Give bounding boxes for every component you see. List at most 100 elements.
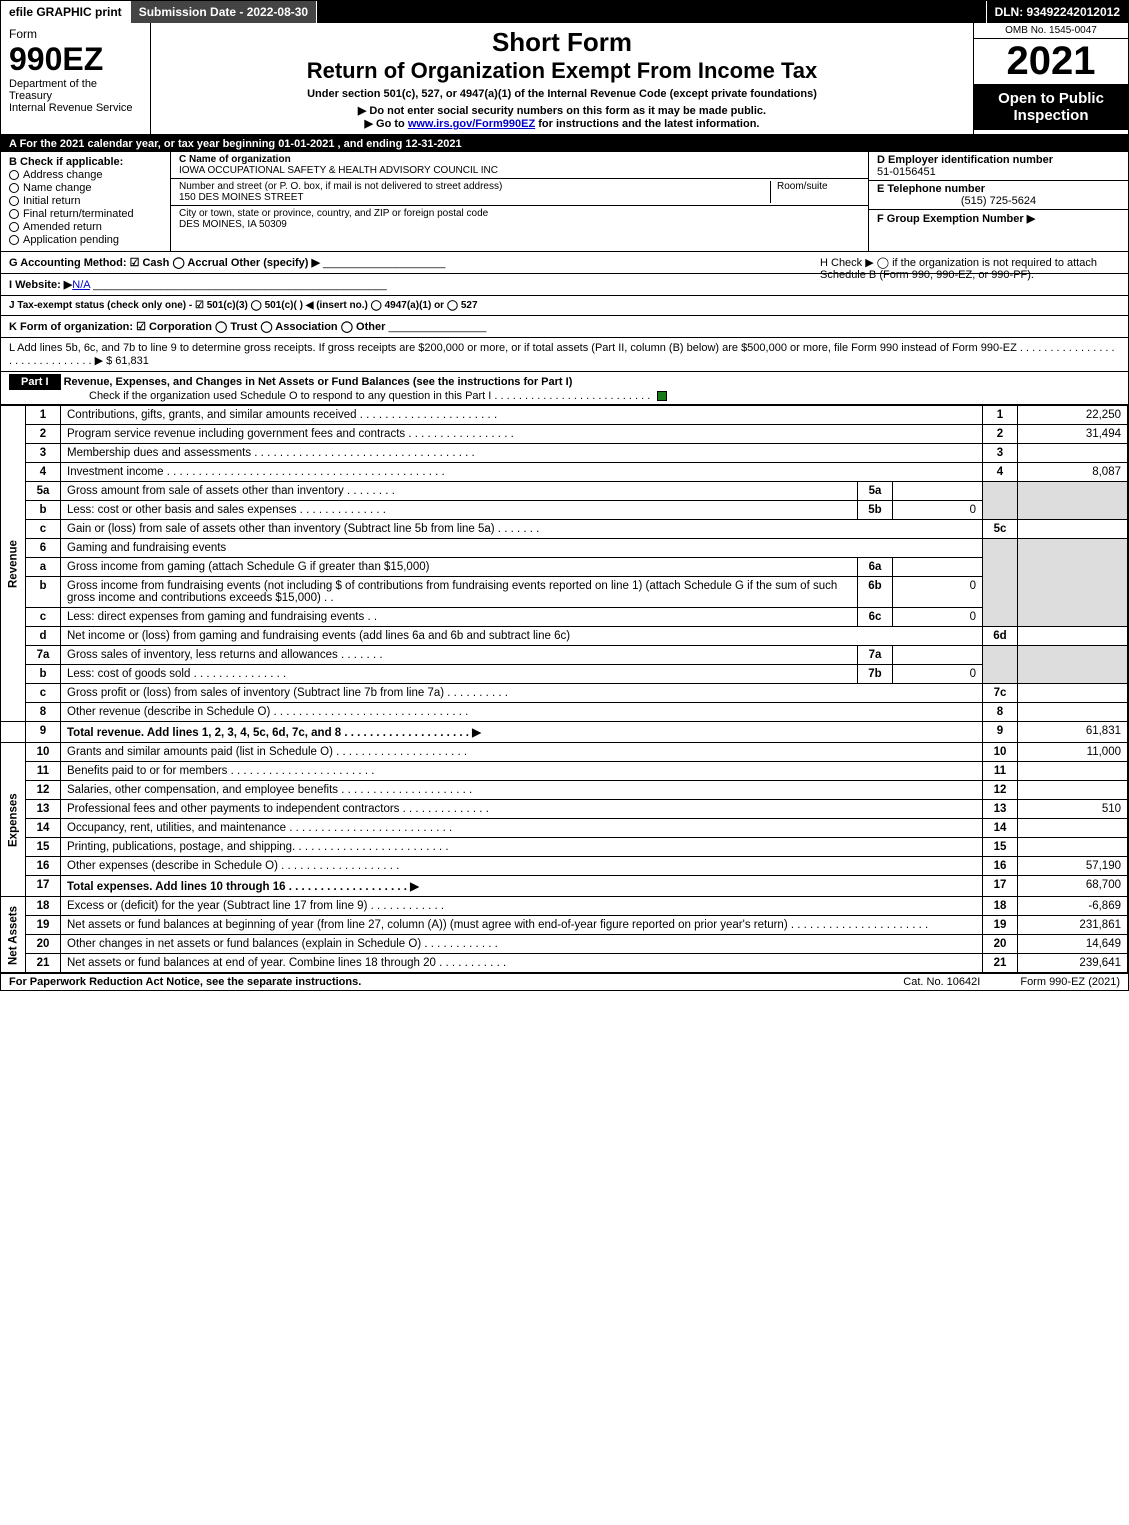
line-5c-num: c: [26, 520, 61, 539]
short-form-title: Short Form: [159, 27, 965, 58]
line-21-desc: Net assets or fund balances at end of ye…: [61, 954, 983, 973]
line-8-desc: Other revenue (describe in Schedule O) .…: [61, 703, 983, 722]
line-4-rn: 4: [983, 463, 1018, 482]
line-21-rn: 21: [983, 954, 1018, 973]
line-7a-in: 7a: [858, 646, 893, 665]
cb-address-change: Address change: [9, 169, 162, 181]
line-7a-iv: [893, 646, 983, 665]
line-15-desc: Printing, publications, postage, and shi…: [61, 838, 983, 857]
line-6d-num: d: [26, 627, 61, 646]
irs-link[interactable]: www.irs.gov/Form990EZ: [408, 118, 535, 130]
line-5b-desc: Less: cost or other basis and sales expe…: [61, 501, 858, 520]
line-6c-desc: Less: direct expenses from gaming and fu…: [61, 608, 858, 627]
line-5c-desc: Gain or (loss) from sale of assets other…: [61, 520, 983, 539]
line-6d-desc: Net income or (loss) from gaming and fun…: [61, 627, 983, 646]
line-18-rn: 18: [983, 897, 1018, 916]
line-6b-desc: Gross income from fundraising events (no…: [61, 577, 858, 608]
line-12-desc: Salaries, other compensation, and employ…: [61, 781, 983, 800]
line-5b-iv: 0: [893, 501, 983, 520]
line-15-num: 15: [26, 838, 61, 857]
website-link[interactable]: N/A: [72, 279, 90, 291]
line-9-rn: 9: [983, 722, 1018, 743]
lines-table: Revenue 1 Contributions, gifts, grants, …: [1, 405, 1128, 973]
line-7-gray: [983, 646, 1018, 684]
line-8-val: [1018, 703, 1128, 722]
ein-label: D Employer identification number: [877, 154, 1053, 166]
line-3-num: 3: [26, 444, 61, 463]
line-6c-iv: 0: [893, 608, 983, 627]
line-4-num: 4: [26, 463, 61, 482]
open-public: Open to Public Inspection: [974, 84, 1128, 130]
line-6b-in: 6b: [858, 577, 893, 608]
line-7a-desc: Gross sales of inventory, less returns a…: [61, 646, 858, 665]
line-6c-in: 6c: [858, 608, 893, 627]
line-6b-iv: 0: [893, 577, 983, 608]
line-13-rn: 13: [983, 800, 1018, 819]
goto-instructions: ▶ Go to www.irs.gov/Form990EZ for instru…: [159, 117, 965, 130]
line-7b-desc: Less: cost of goods sold . . . . . . . .…: [61, 665, 858, 684]
line-10-rn: 10: [983, 743, 1018, 762]
line-6-gray: [983, 539, 1018, 627]
line-17-val: 68,700: [1018, 876, 1128, 897]
line-5ab-gray-val: [1018, 482, 1128, 520]
line-7b-in: 7b: [858, 665, 893, 684]
line-13-val: 510: [1018, 800, 1128, 819]
efile-label: efile GRAPHIC print: [1, 1, 131, 23]
line-17-desc: Total expenses. Add lines 10 through 16 …: [61, 876, 983, 897]
line-9-desc: Total revenue. Add lines 1, 2, 3, 4, 5c,…: [61, 722, 983, 743]
cb-initial-return: Initial return: [9, 195, 162, 207]
line-11-val: [1018, 762, 1128, 781]
page-footer: For Paperwork Reduction Act Notice, see …: [1, 973, 1128, 990]
city-label: City or town, state or province, country…: [179, 208, 488, 219]
footer-left: For Paperwork Reduction Act Notice, see …: [9, 976, 863, 988]
line-4-desc: Investment income . . . . . . . . . . . …: [61, 463, 983, 482]
line-5a-iv: [893, 482, 983, 501]
line-1-desc: Contributions, gifts, grants, and simila…: [61, 406, 983, 425]
expenses-side-label: Expenses: [1, 743, 26, 897]
top-bar: efile GRAPHIC print Submission Date - 20…: [1, 1, 1128, 23]
form-word: Form: [9, 27, 142, 41]
line-18-num: 18: [26, 897, 61, 916]
line-20-rn: 20: [983, 935, 1018, 954]
line-15-val: [1018, 838, 1128, 857]
part-i-label: Part I: [9, 374, 61, 390]
net-assets-side-label: Net Assets: [1, 897, 26, 973]
line-6-desc: Gaming and fundraising events: [61, 539, 983, 558]
line-11-rn: 11: [983, 762, 1018, 781]
phone-value: (515) 725-5624: [877, 195, 1120, 207]
line-5a-desc: Gross amount from sale of assets other t…: [61, 482, 858, 501]
ein-value: 51-0156451: [877, 166, 936, 178]
org-name: IOWA OCCUPATIONAL SAFETY & HEALTH ADVISO…: [179, 165, 498, 176]
line-14-val: [1018, 819, 1128, 838]
line-15-rn: 15: [983, 838, 1018, 857]
line-19-desc: Net assets or fund balances at beginning…: [61, 916, 983, 935]
line-5a-num: 5a: [26, 482, 61, 501]
line-6d-rn: 6d: [983, 627, 1018, 646]
line-1-num: 1: [26, 406, 61, 425]
footer-form: Form 990-EZ (2021): [1020, 976, 1120, 988]
line-16-rn: 16: [983, 857, 1018, 876]
line-3-val: [1018, 444, 1128, 463]
omb-number: OMB No. 1545-0047: [974, 23, 1128, 39]
line-20-val: 14,649: [1018, 935, 1128, 954]
row-a-calendar: A For the 2021 calendar year, or tax yea…: [1, 136, 1128, 152]
org-info-row: B Check if applicable: Address change Na…: [1, 152, 1128, 252]
col-b-label: B Check if applicable:: [9, 156, 162, 168]
row-g-accounting: G Accounting Method: ☑ Cash ◯ Accrual Ot…: [1, 252, 1128, 274]
line-8-num: 8: [26, 703, 61, 722]
col-de: D Employer identification number 51-0156…: [868, 152, 1128, 251]
line-1-rn: 1: [983, 406, 1018, 425]
cb-amended-return: Amended return: [9, 221, 162, 233]
line-1-val: 22,250: [1018, 406, 1128, 425]
line-12-val: [1018, 781, 1128, 800]
line-6a-desc: Gross income from gaming (attach Schedul…: [61, 558, 858, 577]
line-14-desc: Occupancy, rent, utilities, and maintena…: [61, 819, 983, 838]
dept-treasury: Department of the Treasury Internal Reve…: [9, 78, 142, 114]
line-19-num: 19: [26, 916, 61, 935]
line-11-desc: Benefits paid to or for members . . . . …: [61, 762, 983, 781]
line-13-num: 13: [26, 800, 61, 819]
line-7-gray-val: [1018, 646, 1128, 684]
line-14-rn: 14: [983, 819, 1018, 838]
city-value: DES MOINES, IA 50309: [179, 219, 287, 230]
footer-cat: Cat. No. 10642I: [863, 976, 1020, 988]
